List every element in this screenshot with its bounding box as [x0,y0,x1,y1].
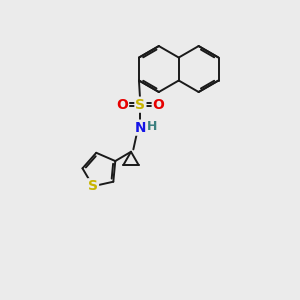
Text: S: S [135,98,146,112]
Text: O: O [153,98,165,112]
Text: H: H [146,120,157,133]
Text: O: O [116,98,128,112]
Text: N: N [135,121,146,135]
Text: S: S [88,179,98,193]
